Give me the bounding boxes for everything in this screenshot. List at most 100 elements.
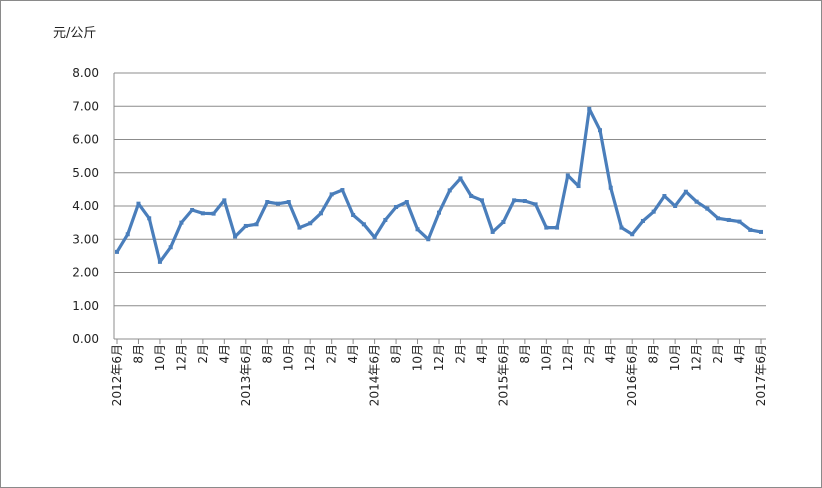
- x-tick-label: 4月: [217, 344, 231, 364]
- x-tick-label: 2月: [453, 344, 467, 364]
- data-point: [748, 227, 753, 232]
- data-point: [565, 173, 570, 178]
- y-tick-label: 2.00: [72, 266, 99, 280]
- data-point: [630, 232, 635, 237]
- x-tick-label: 12月: [561, 344, 575, 371]
- data-point: [147, 216, 152, 221]
- gridlines: [114, 72, 766, 307]
- x-tick-label: 2月: [196, 344, 210, 364]
- x-tick-label: 8月: [389, 344, 403, 364]
- x-tick-label: 2016年6月: [625, 344, 639, 406]
- x-tick-label: 2014年6月: [368, 344, 382, 406]
- x-tick-label: 10月: [411, 344, 425, 371]
- x-tick-label: 2月: [711, 344, 725, 364]
- data-point: [404, 200, 409, 205]
- x-tick-label: 4月: [475, 344, 489, 364]
- data-point: [265, 200, 270, 205]
- data-point: [168, 245, 173, 250]
- data-point: [297, 225, 302, 230]
- data-point: [619, 225, 624, 230]
- data-point: [469, 194, 474, 199]
- x-tick-label: 2013年6月: [239, 344, 253, 406]
- x-tick-label: 10月: [539, 344, 553, 371]
- x-tick-label: 2月: [582, 344, 596, 364]
- x-tick-label: 8月: [260, 344, 274, 364]
- data-point: [361, 222, 366, 227]
- data-point: [308, 221, 313, 226]
- data-point: [200, 211, 205, 216]
- data-point: [587, 106, 592, 111]
- data-point: [157, 259, 162, 264]
- x-axis: [113, 73, 766, 340]
- x-tick-label: 10月: [153, 344, 167, 371]
- data-point: [683, 189, 688, 194]
- data-point: [415, 227, 420, 232]
- data-point: [737, 219, 742, 224]
- data-point: [716, 216, 721, 221]
- x-tick-label: 10月: [282, 344, 296, 371]
- x-tick-label: 12月: [690, 344, 704, 371]
- data-point: [759, 229, 763, 234]
- data-point: [115, 249, 119, 254]
- data-point: [555, 225, 560, 230]
- x-tick-label: 12月: [432, 344, 446, 371]
- data-point: [318, 211, 323, 216]
- data-point: [598, 128, 602, 133]
- data-point: [458, 176, 463, 181]
- data-point: [233, 234, 238, 239]
- data-point: [662, 194, 667, 199]
- data-point: [608, 185, 613, 190]
- data-point: [426, 237, 431, 242]
- data-point: [190, 207, 195, 212]
- data-point: [286, 200, 291, 205]
- x-tick-label: 2017年6月: [754, 344, 768, 406]
- data-point: [254, 222, 259, 227]
- data-point: [522, 199, 527, 204]
- data-point: [276, 201, 280, 206]
- y-axis-unit-label: 元/公斤: [53, 26, 97, 41]
- x-tick-label: 4月: [346, 344, 360, 364]
- data-point: [222, 198, 227, 203]
- data-point: [383, 217, 388, 222]
- data-point: [673, 204, 678, 208]
- x-tick-label: 10月: [668, 344, 682, 371]
- data-point: [533, 202, 538, 207]
- x-tick-label: 4月: [604, 344, 618, 364]
- data-point: [479, 198, 484, 203]
- data-point: [501, 219, 506, 224]
- data-point: [351, 212, 356, 217]
- y-tick-label: 7.00: [72, 99, 99, 113]
- x-tick-label: 8月: [518, 344, 532, 364]
- data-point: [372, 235, 377, 240]
- data-point: [694, 199, 699, 204]
- x-tick-label: 8月: [131, 344, 145, 364]
- x-tick-label: 12月: [174, 344, 188, 371]
- data-point: [544, 225, 549, 230]
- y-tick-label: 8.00: [72, 66, 99, 80]
- data-point: [512, 198, 517, 203]
- y-tick-label: 0.00: [72, 332, 99, 346]
- data-point: [394, 204, 399, 209]
- data-point: [125, 232, 130, 237]
- x-tick-label: 2012年6月: [110, 344, 124, 406]
- x-tick-label: 2015年6月: [496, 344, 510, 406]
- x-tick-label: 12月: [303, 344, 317, 371]
- x-tick-label: 8月: [647, 344, 661, 364]
- data-point: [447, 188, 452, 193]
- data-point: [640, 218, 645, 223]
- x-tick-label: 4月: [733, 344, 747, 364]
- data-point: [705, 206, 710, 211]
- data-point: [211, 211, 216, 216]
- data-point: [490, 229, 495, 234]
- data-point: [340, 188, 345, 193]
- data-point: [576, 184, 581, 189]
- y-tick-label: 6.00: [72, 133, 99, 147]
- y-tick-label: 1.00: [72, 299, 99, 313]
- price-series: [115, 106, 763, 264]
- y-tick-labels: 0.00 1.00 2.00 3.00 4.00 5.00 6.00 7.00 8.00: [72, 66, 99, 346]
- data-point: [136, 201, 141, 206]
- y-tick-label: 5.00: [72, 166, 99, 180]
- data-point: [329, 192, 334, 197]
- data-point: [726, 217, 731, 222]
